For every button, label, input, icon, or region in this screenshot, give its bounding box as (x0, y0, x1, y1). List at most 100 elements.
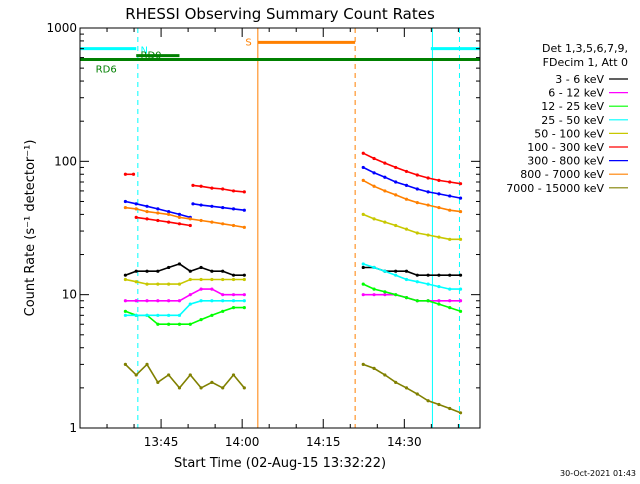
data-point-4-0-5 (177, 282, 182, 286)
data-point-4-0-7 (199, 277, 203, 282)
legend-entry-2: 12 - 25 keV (541, 100, 604, 113)
data-point-0-0-8 (210, 269, 214, 273)
data-point-8-0-4 (167, 373, 171, 377)
data-point-4-0-1 (134, 280, 138, 284)
legend-header-line-2: FDecim 1, Att 0 (543, 56, 628, 69)
data-point-8-1-2 (383, 373, 387, 377)
data-point-3-0-6 (188, 302, 192, 306)
data-point-5-2-1 (199, 184, 203, 188)
data-point-4-1-4 (404, 227, 409, 231)
legend-entry-4: 50 - 100 keV (534, 127, 604, 140)
data-point-4-0-4 (167, 282, 171, 286)
legend-entry-6: 300 - 800 keV (527, 155, 604, 168)
data-point-3-0-3 (156, 313, 160, 317)
data-point-1-1-8 (448, 299, 452, 303)
data-point-7-0-7 (199, 218, 203, 223)
data-point-5-1-2 (156, 218, 160, 223)
data-point-6-0-3 (156, 207, 160, 211)
data-point-6-1-0 (191, 202, 195, 206)
x-tick-label-1: 14:00 (225, 435, 260, 449)
data-point-6-1-1 (199, 203, 203, 207)
data-point-2-0-9 (221, 309, 225, 313)
data-point-4-0-0 (123, 277, 128, 282)
series-line-4-segment-1 (362, 213, 461, 241)
data-point-2-1-7 (437, 302, 441, 306)
data-point-1-0-4 (167, 299, 171, 303)
data-point-3-0-8 (210, 299, 214, 303)
x-axis-label: Start Time (02-Aug-15 13:32:22) (174, 456, 386, 471)
data-point-5-1-5 (188, 223, 192, 228)
data-point-8-1-4 (404, 386, 409, 390)
series-line-6-segment-2 (362, 166, 461, 199)
data-point-1-0-5 (177, 299, 182, 303)
footer-timestamp: 30-Oct-2021 01:43 (560, 469, 636, 478)
data-point-4-0-3 (156, 282, 160, 286)
y-tick-label-0: 1 (69, 421, 77, 435)
data-point-2-1-1 (372, 287, 376, 291)
data-point-6-0-1 (134, 202, 138, 206)
data-point-3-1-0 (361, 262, 365, 266)
data-point-3-1-9 (458, 287, 463, 291)
data-point-2-0-7 (199, 318, 203, 322)
data-point-7-1-5 (415, 201, 419, 205)
data-point-8-1-7 (437, 402, 441, 407)
y-tick-label-3: 1000 (46, 21, 77, 35)
x-tick-label-2: 14:15 (306, 435, 341, 449)
legend-entry-0: 3 - 6 keV (555, 73, 604, 86)
data-point-0-0-5 (177, 262, 182, 266)
data-point-5-2-0 (191, 183, 195, 187)
data-point-4-1-6 (426, 233, 430, 237)
data-point-3-1-7 (437, 284, 441, 289)
data-point-7-0-5 (177, 215, 182, 219)
data-point-4-1-3 (394, 223, 398, 228)
data-point-7-1-3 (394, 193, 398, 197)
series-line-3-segment-1 (362, 263, 461, 290)
data-point-4-0-6 (188, 277, 192, 282)
data-point-5-3-3 (394, 165, 398, 170)
data-point-6-0-5 (177, 212, 182, 216)
data-point-4-1-1 (372, 217, 376, 221)
series-line-5-segment-3 (362, 152, 461, 185)
data-point-8-1-6 (426, 399, 430, 403)
data-point-1-1-2 (383, 293, 387, 297)
data-point-1-0-10 (231, 293, 236, 297)
series-line-8-segment-0 (124, 363, 245, 390)
data-point-0-0-7 (199, 265, 203, 270)
data-point-2-1-5 (415, 299, 419, 303)
legend-entry-8: 7000 - 15000 keV (506, 182, 604, 195)
data-point-2-1-8 (448, 305, 452, 310)
data-point-7-0-6 (188, 217, 192, 221)
legend-entry-5: 100 - 300 keV (527, 141, 604, 154)
data-point-2-0-11 (242, 305, 246, 310)
data-point-2-1-4 (404, 296, 409, 300)
data-point-7-1-1 (372, 184, 376, 188)
data-point-3-0-2 (145, 313, 149, 317)
data-point-6-2-0 (361, 165, 365, 170)
data-point-6-2-3 (394, 180, 398, 184)
data-point-5-3-7 (437, 178, 441, 182)
data-point-7-0-4 (167, 212, 171, 216)
data-point-7-0-8 (210, 220, 214, 224)
data-point-6-2-1 (372, 171, 376, 175)
data-point-0-0-4 (167, 265, 171, 270)
data-point-1-0-1 (134, 299, 138, 303)
data-point-6-1-5 (242, 208, 246, 212)
data-point-4-0-2 (145, 282, 149, 286)
chart-title: RHESSI Observing Summary Count Rates (125, 5, 435, 23)
data-point-2-0-6 (188, 322, 192, 326)
data-point-2-1-0 (361, 282, 365, 286)
data-point-7-0-3 (156, 211, 160, 215)
data-point-0-0-6 (188, 269, 192, 273)
x-tick-label-0: 13:45 (144, 435, 179, 449)
data-point-4-0-11 (242, 277, 246, 282)
data-point-3-1-6 (426, 282, 430, 286)
series-line-7-segment-0 (125, 206, 245, 229)
flag-label-rd6: RD6 (96, 65, 117, 76)
plot-frame (79, 27, 481, 429)
data-point-0-1-7 (437, 273, 441, 277)
data-point-5-3-8 (448, 180, 452, 184)
data-point-2-1-3 (394, 293, 398, 297)
data-point-3-1-2 (383, 269, 387, 273)
